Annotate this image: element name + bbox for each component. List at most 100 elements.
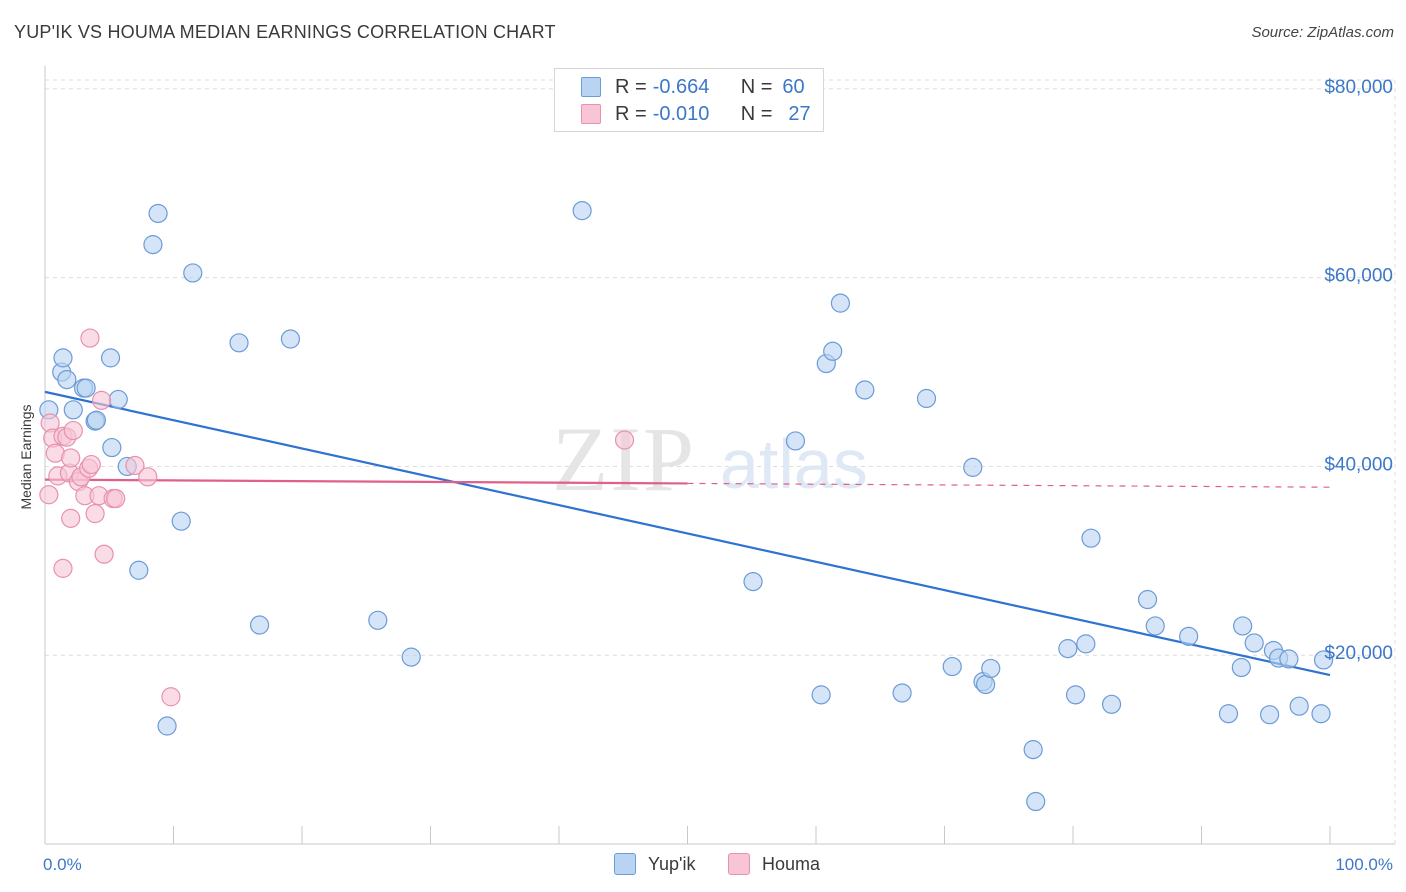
yupik-point bbox=[1058, 639, 1078, 659]
yupik-point bbox=[76, 378, 96, 398]
data-points bbox=[39, 201, 1334, 812]
y-tick-label: $60,000 bbox=[1324, 266, 1393, 287]
houma-point bbox=[39, 485, 59, 505]
yupik-point bbox=[102, 437, 122, 458]
yupik-swatch bbox=[614, 853, 636, 875]
legend-r-label: R = bbox=[615, 75, 647, 98]
yupik-point bbox=[942, 656, 962, 677]
yupik-point bbox=[1244, 633, 1264, 653]
yupik-point bbox=[183, 263, 203, 283]
yupik-point bbox=[1065, 685, 1086, 705]
legend-row-houma: R = -0.010 N = 27 bbox=[555, 100, 811, 128]
y-axis-label: Median Earnings bbox=[18, 404, 34, 509]
yupik-point bbox=[823, 341, 843, 361]
correlation-legend: R = -0.664 N = 60 R = -0.010 N = 27 bbox=[554, 68, 824, 132]
yupik-point bbox=[143, 235, 163, 255]
y-tick-label: $20,000 bbox=[1324, 643, 1393, 664]
yupik-point bbox=[401, 647, 421, 667]
y-tick-label: $40,000 bbox=[1324, 454, 1393, 475]
legend-n-value: 60 bbox=[782, 75, 805, 98]
yupik-point bbox=[1101, 694, 1122, 714]
yupik-point bbox=[249, 615, 270, 635]
legend-row-yupik: R = -0.664 N = 60 bbox=[555, 73, 805, 101]
houma-point bbox=[81, 454, 101, 475]
yupik-point bbox=[148, 203, 168, 224]
legend-swatch-blue bbox=[581, 77, 601, 97]
houma-point bbox=[614, 430, 635, 450]
yupik-point bbox=[1081, 528, 1101, 548]
series-legend: Yup'ik Houma bbox=[0, 853, 1406, 877]
legend-n-label: N = bbox=[740, 102, 773, 125]
houma-point bbox=[53, 558, 73, 578]
houma-point bbox=[91, 390, 112, 410]
yupik-point bbox=[157, 716, 177, 736]
yupik-point bbox=[368, 610, 388, 630]
houma-point bbox=[61, 448, 81, 468]
houma-point bbox=[161, 687, 181, 707]
legend-n-value: 27 bbox=[788, 102, 811, 125]
yupik-point bbox=[1218, 704, 1239, 724]
houma-point bbox=[63, 420, 83, 441]
y-tick-label: $80,000 bbox=[1324, 77, 1393, 98]
yupik-point bbox=[1260, 705, 1280, 725]
yupik-point bbox=[811, 685, 831, 705]
yupik-point bbox=[963, 457, 983, 477]
yupik-point bbox=[280, 329, 301, 349]
axes bbox=[44, 66, 1395, 845]
legend-r-label: R = bbox=[615, 102, 647, 125]
yupik-point bbox=[976, 674, 996, 695]
houma-swatch bbox=[728, 853, 750, 875]
yupik-point bbox=[1026, 791, 1046, 812]
yupik-point bbox=[1076, 634, 1096, 654]
yupik-label: Yup'ik bbox=[648, 853, 696, 874]
legend-item-yupik[interactable]: Yup'ik bbox=[614, 853, 695, 875]
yupik-point bbox=[1145, 616, 1165, 636]
yupik-point bbox=[855, 380, 875, 400]
source-label: Source: ZipAtlas.com bbox=[1251, 24, 1394, 41]
houma-label: Houma bbox=[762, 853, 821, 874]
houma-point bbox=[138, 467, 158, 487]
yupik-point bbox=[100, 348, 121, 368]
yupik-point bbox=[129, 560, 149, 580]
yupik-point bbox=[1233, 616, 1253, 636]
x-tick-label-left: 0.0% bbox=[43, 855, 82, 874]
houma-point bbox=[94, 544, 114, 564]
yupik-point bbox=[108, 389, 128, 410]
yupik-point bbox=[1231, 657, 1251, 678]
yupik-point bbox=[1279, 649, 1299, 669]
watermark: ZIP atlas bbox=[552, 408, 868, 510]
yupik-point bbox=[1023, 740, 1043, 760]
x-tick-label-right: 100.0% bbox=[1335, 855, 1393, 874]
yupik-point bbox=[53, 348, 73, 368]
legend-swatch-pink bbox=[581, 104, 601, 124]
houma-point bbox=[80, 328, 100, 348]
yupik-point bbox=[1137, 589, 1158, 610]
houma-point bbox=[106, 488, 126, 509]
tick-labels: $20,000 $40,000 $60,000 $80,000 0.0% 100.0% bbox=[43, 77, 1393, 874]
yupik-point bbox=[1179, 626, 1199, 646]
yupik-point bbox=[572, 201, 592, 221]
legend-r-value: -0.010 bbox=[652, 102, 710, 125]
yupik-point bbox=[1313, 650, 1334, 670]
houma-point bbox=[85, 504, 105, 524]
yupik-point bbox=[743, 571, 763, 592]
yupik-point bbox=[1311, 704, 1331, 724]
yupik-point bbox=[981, 658, 1001, 679]
yupik-point bbox=[57, 370, 77, 390]
yupik-trend-line bbox=[44, 390, 1331, 677]
legend-item-houma[interactable]: Houma bbox=[728, 853, 820, 875]
yupik-point bbox=[63, 400, 83, 420]
legend-r-value: -0.664 bbox=[652, 75, 710, 98]
chart-title: YUP'IK VS HOUMA MEDIAN EARNINGS CORRELAT… bbox=[14, 22, 556, 42]
yupik-point bbox=[171, 511, 191, 531]
yupik-point bbox=[830, 293, 851, 313]
yupik-point bbox=[892, 683, 912, 703]
legend-n-label: N = bbox=[740, 75, 773, 98]
yupik-point bbox=[785, 431, 806, 451]
watermark-zip: ZIP bbox=[552, 408, 696, 510]
houma-point bbox=[125, 455, 145, 476]
yupik-point bbox=[916, 388, 937, 409]
houma-point bbox=[61, 508, 81, 528]
yupik-point bbox=[229, 333, 249, 353]
